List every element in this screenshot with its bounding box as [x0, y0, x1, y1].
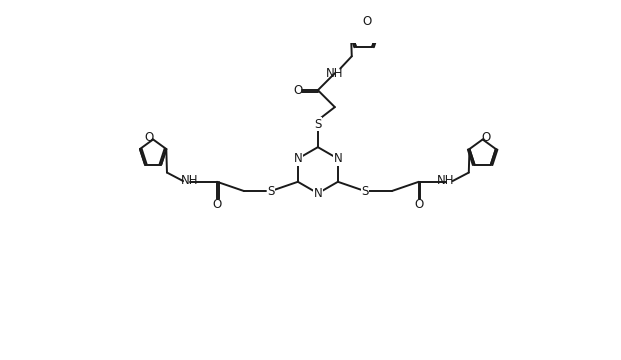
Text: NH: NH: [437, 174, 455, 187]
Text: O: O: [293, 84, 302, 97]
Text: O: O: [363, 15, 372, 28]
Text: O: O: [145, 131, 154, 144]
Text: NH: NH: [181, 174, 199, 187]
Text: N: N: [294, 152, 302, 165]
Text: O: O: [212, 198, 222, 211]
Text: N: N: [314, 187, 322, 200]
Text: O: O: [482, 131, 491, 144]
Text: NH: NH: [326, 67, 343, 80]
Text: S: S: [267, 185, 274, 198]
Text: O: O: [414, 198, 424, 211]
Text: N: N: [333, 152, 342, 165]
Text: S: S: [361, 185, 368, 198]
Text: S: S: [314, 118, 322, 131]
